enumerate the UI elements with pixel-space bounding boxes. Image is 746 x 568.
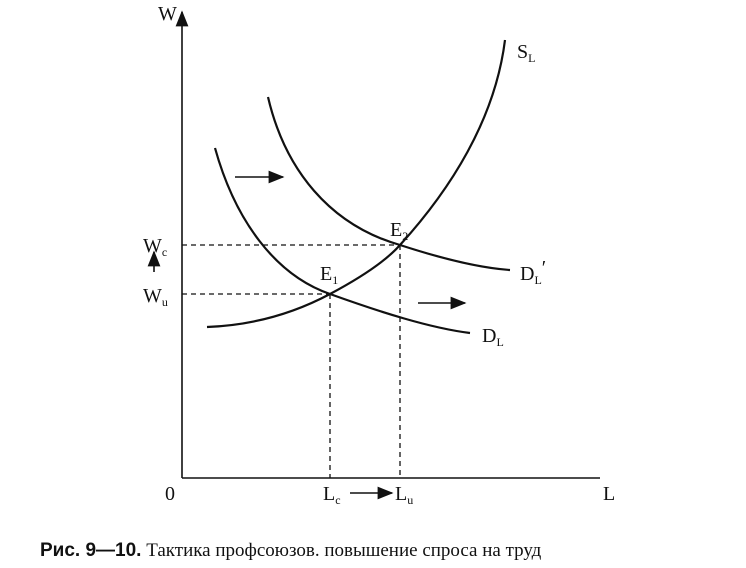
- arrows: [147, 170, 467, 500]
- point-label: E1: [320, 263, 338, 287]
- level-label: Wc: [143, 235, 167, 259]
- guides: [182, 244, 401, 478]
- demand-curve-new: [266, 96, 511, 272]
- y-label: W: [158, 3, 177, 25]
- supply-curve: [206, 39, 507, 329]
- level-label: Lu: [395, 483, 413, 507]
- level-label: Wu: [143, 285, 168, 309]
- level-label: Lc: [323, 483, 341, 507]
- origin-label: 0: [165, 483, 175, 505]
- point-label: E2: [390, 219, 408, 243]
- curve-label: SL: [517, 41, 535, 65]
- demand-curve: [213, 147, 471, 335]
- curve-label: DL: [482, 325, 504, 349]
- x-label: L: [603, 483, 615, 505]
- curve-label: DL′: [520, 257, 546, 287]
- caption: Рис. 9—10. Тактика профсоюзов. повышение…: [40, 540, 542, 561]
